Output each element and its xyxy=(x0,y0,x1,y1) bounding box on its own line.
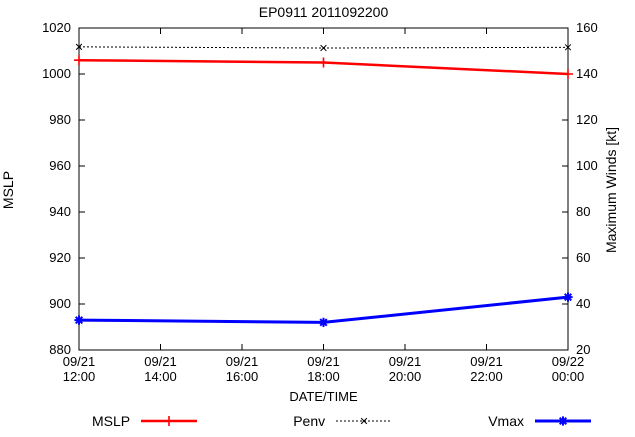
y-left-tick-label: 980 xyxy=(49,112,71,127)
legend-entry-vmax: Vmax xyxy=(488,413,593,429)
legend-line-sample-vmax xyxy=(535,416,591,426)
y-left-tick-label: 900 xyxy=(49,296,71,311)
y-right-tick-label: 40 xyxy=(576,296,590,311)
y-left-tick-label: 1000 xyxy=(42,66,71,81)
x-tick-label-time: 00:00 xyxy=(552,369,585,384)
x-tick-label-time: 14:00 xyxy=(144,369,177,384)
x-axis-label: DATE/TIME xyxy=(289,389,358,404)
y-left-tick-label: 880 xyxy=(49,342,71,357)
x-tick-label-time: 18:00 xyxy=(307,369,340,384)
series-mslp xyxy=(74,55,573,79)
chart-title: EP0911 2011092200 xyxy=(258,4,389,20)
x-tick-label-time: 20:00 xyxy=(389,369,422,384)
plus-marker xyxy=(318,57,329,68)
x-tick-label-time: 22:00 xyxy=(470,369,503,384)
cross-marker xyxy=(564,44,572,51)
cross-marker xyxy=(75,43,83,51)
series-penv xyxy=(75,43,572,52)
y-right-tick-label: 60 xyxy=(576,250,590,265)
y-right-tick-label: 160 xyxy=(576,20,598,35)
legend-entry-mslp: MSLP xyxy=(92,413,199,429)
legend-label-penv: Penv xyxy=(293,413,326,429)
y-left-tick-label: 960 xyxy=(49,158,71,173)
y-left-tick-label: 920 xyxy=(49,250,71,265)
plus-marker xyxy=(164,416,175,426)
x-tick-label-time: 12:00 xyxy=(63,369,96,384)
y-left-tick-label: 940 xyxy=(49,204,71,219)
cross-marker xyxy=(360,417,368,425)
x-tick-label-date: 09/21 xyxy=(470,354,503,369)
legend-line-sample-mslp xyxy=(141,416,198,426)
star-marker xyxy=(563,292,573,302)
y-right-tick-label: 120 xyxy=(576,112,598,127)
legend: MSLP Penv Vmax xyxy=(92,413,593,429)
legend-entry-penv: Penv xyxy=(293,413,394,429)
y-right-tick-label: 20 xyxy=(576,342,590,357)
star-marker xyxy=(318,317,329,327)
plus-marker xyxy=(74,55,84,66)
plus-marker xyxy=(563,69,573,79)
legend-label-mslp: MSLP xyxy=(92,413,131,429)
series-vmax xyxy=(74,292,573,327)
x-tick-label-date: 09/21 xyxy=(63,354,96,369)
plot-border xyxy=(78,27,569,351)
cross-marker xyxy=(320,44,327,52)
y-right-tick-label: 140 xyxy=(576,66,598,81)
x-tick-label-time: 16:00 xyxy=(226,369,259,384)
x-tick-label-date: 09/21 xyxy=(389,354,422,369)
x-tick-label-date: 09/22 xyxy=(552,354,585,369)
legend-label-vmax: Vmax xyxy=(488,413,524,429)
y-left-tick-label: 1020 xyxy=(42,20,71,35)
x-tick-label-date: 09/21 xyxy=(144,354,177,369)
star-marker xyxy=(558,416,568,426)
y-right-tick-label: 80 xyxy=(576,204,590,219)
y-right-tick-label: 100 xyxy=(576,158,598,173)
x-tick-label-date: 09/21 xyxy=(226,354,259,369)
legend-line-sample-penv xyxy=(336,417,393,425)
star-marker xyxy=(74,315,84,325)
x-tick-label-date: 09/21 xyxy=(307,354,340,369)
